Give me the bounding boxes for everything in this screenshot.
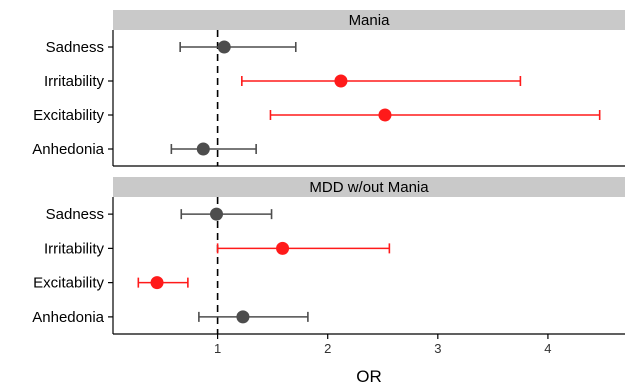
category-label: Excitability	[33, 107, 104, 124]
point-sadness	[217, 40, 231, 54]
category-label: Excitability	[33, 275, 104, 292]
category-label: Irritability	[44, 73, 105, 90]
category-label: Anhedonia	[32, 141, 104, 158]
panel-strip	[113, 177, 625, 197]
category-label: Sadness	[46, 39, 104, 56]
x-tick-label: 3	[434, 341, 441, 356]
x-tick-label: 2	[324, 341, 331, 356]
point-sadness	[210, 207, 224, 221]
panel-title: Mania	[349, 12, 391, 29]
x-axis-title: OR	[356, 367, 382, 386]
category-label: Anhedonia	[32, 309, 104, 326]
point-anhedonia	[236, 310, 250, 324]
category-label: Irritability	[44, 240, 105, 257]
panel-strip	[113, 10, 625, 30]
point-irritability	[276, 241, 290, 255]
panel-1: MDD w/out Mania Sadness Irritability Excita…	[32, 177, 625, 356]
point-excitability	[150, 276, 164, 290]
point-excitability	[378, 108, 392, 122]
panel-0: Mania Sadness Irritability Excitability Anhe…	[32, 10, 625, 167]
category-label: Sadness	[46, 206, 104, 223]
point-anhedonia	[196, 142, 210, 156]
point-irritability	[334, 74, 348, 88]
x-tick-label: 4	[544, 341, 551, 356]
panel-title: MDD w/out Mania	[309, 179, 429, 196]
x-tick-label: 1	[214, 341, 221, 356]
